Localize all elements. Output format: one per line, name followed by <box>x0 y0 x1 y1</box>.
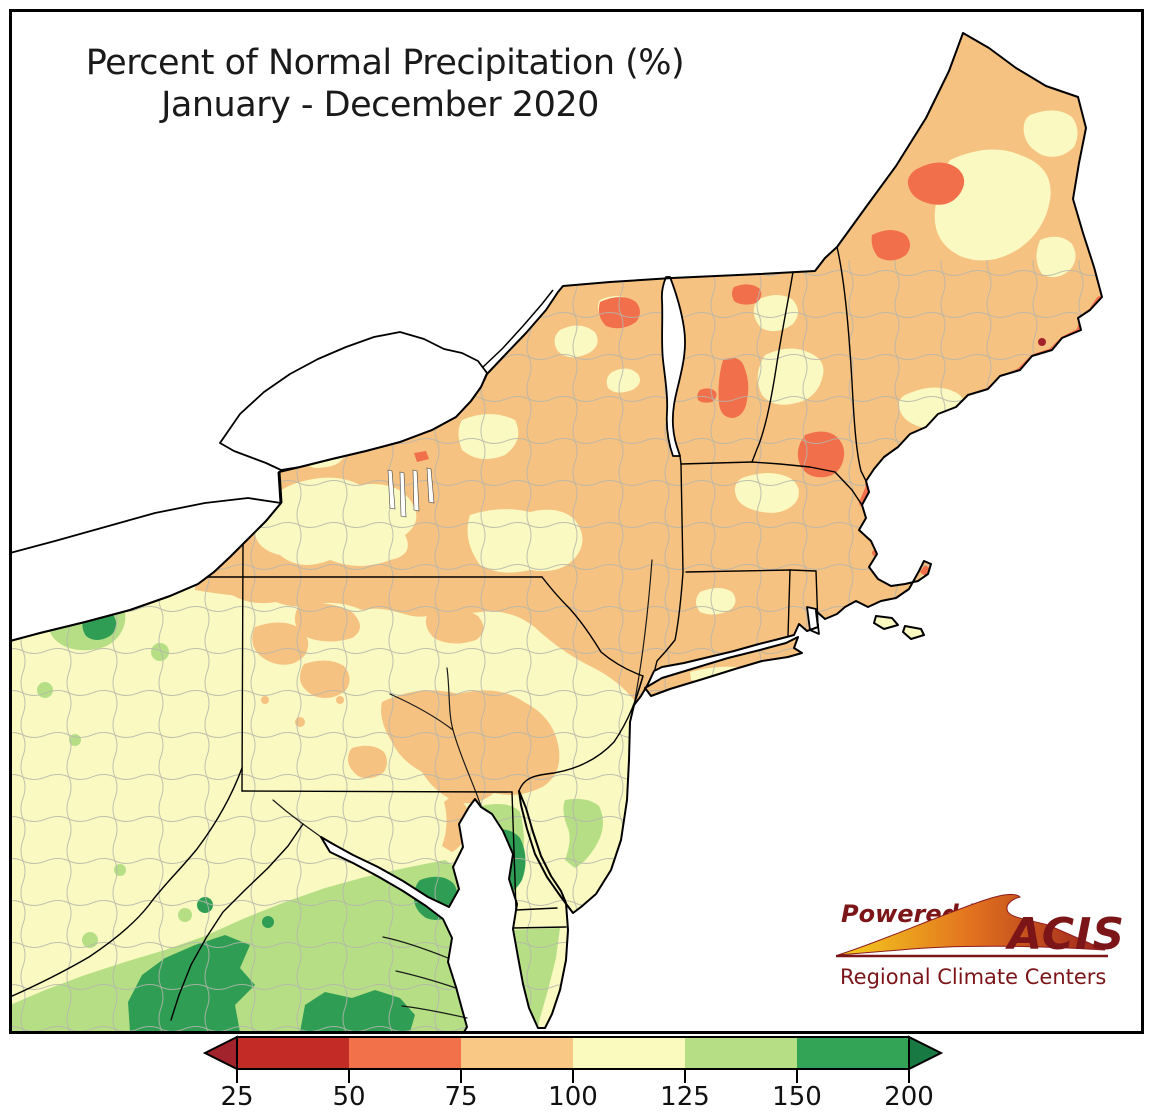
border-ohio-river <box>9 767 243 998</box>
colorbar-tick-label: 75 <box>444 1082 477 1112</box>
colorbar-segment <box>349 1037 461 1069</box>
border-vt-nh <box>751 271 794 463</box>
colorbar-arrow-left <box>202 1035 238 1071</box>
logo-swoosh-icon <box>837 893 1106 956</box>
lake-champlain <box>660 276 686 457</box>
map-title-line1: Percent of Normal Precipitation (%) <box>86 43 684 83</box>
map-frame <box>9 9 1144 1034</box>
colorbar: 25 50 75 100 125 150 200 <box>202 1035 944 1112</box>
finger-lakes <box>387 467 435 518</box>
border-ct-ri <box>787 569 791 637</box>
map-title-line2: January - December 2020 <box>159 85 599 125</box>
st-lawrence-bank <box>482 289 554 368</box>
logo-subtitle-text: Regional Climate Centers <box>840 965 1106 989</box>
hudson-river <box>633 559 653 707</box>
colorbar-ticks <box>236 1069 910 1083</box>
border-mason-dixon <box>241 790 513 793</box>
colorbar-tick-label: 100 <box>548 1082 598 1112</box>
lakes <box>9 276 820 642</box>
border-nh-ma <box>751 461 863 506</box>
border-de-md <box>511 791 558 911</box>
colorbar-segment <box>237 1037 349 1069</box>
colorbar-tick-label: 150 <box>772 1082 822 1112</box>
logo-acis-text: ACIS <box>1005 909 1125 960</box>
rivers <box>272 559 653 1019</box>
colorbar-segment <box>461 1037 573 1069</box>
border-wv-va <box>170 823 304 1021</box>
colorbar-segment <box>573 1037 685 1069</box>
colorbar-tick-label: 50 <box>332 1082 365 1112</box>
border-md-va-shore <box>512 926 567 929</box>
virginia-rivers <box>382 936 468 1019</box>
potomac-upstream <box>272 799 322 838</box>
map-region-layers <box>9 32 1103 1033</box>
state-borders <box>9 246 867 1021</box>
border-ny-ma <box>680 463 684 573</box>
border-ny-ct <box>654 571 684 670</box>
border-me-nh <box>836 246 867 482</box>
colorbar-arrow-right <box>908 1035 944 1071</box>
susquehanna-river <box>389 667 482 807</box>
border-pa-west <box>241 544 244 792</box>
border-vt-ma <box>680 461 753 465</box>
colorbar-segment <box>797 1037 909 1069</box>
colorbar-tick-label: 125 <box>660 1082 710 1112</box>
colorbar-tick-label: 200 <box>884 1082 934 1112</box>
acis-logo: Powered by ACIS Regional Climate Centers <box>836 893 1125 989</box>
colorbar-tick-label: 25 <box>220 1082 253 1112</box>
border-ri-ma <box>789 569 819 628</box>
border-ny-vt <box>679 455 682 465</box>
colorbar-segment <box>685 1037 797 1069</box>
border-ny-nj <box>633 675 644 706</box>
border-ma-ct <box>685 569 791 573</box>
